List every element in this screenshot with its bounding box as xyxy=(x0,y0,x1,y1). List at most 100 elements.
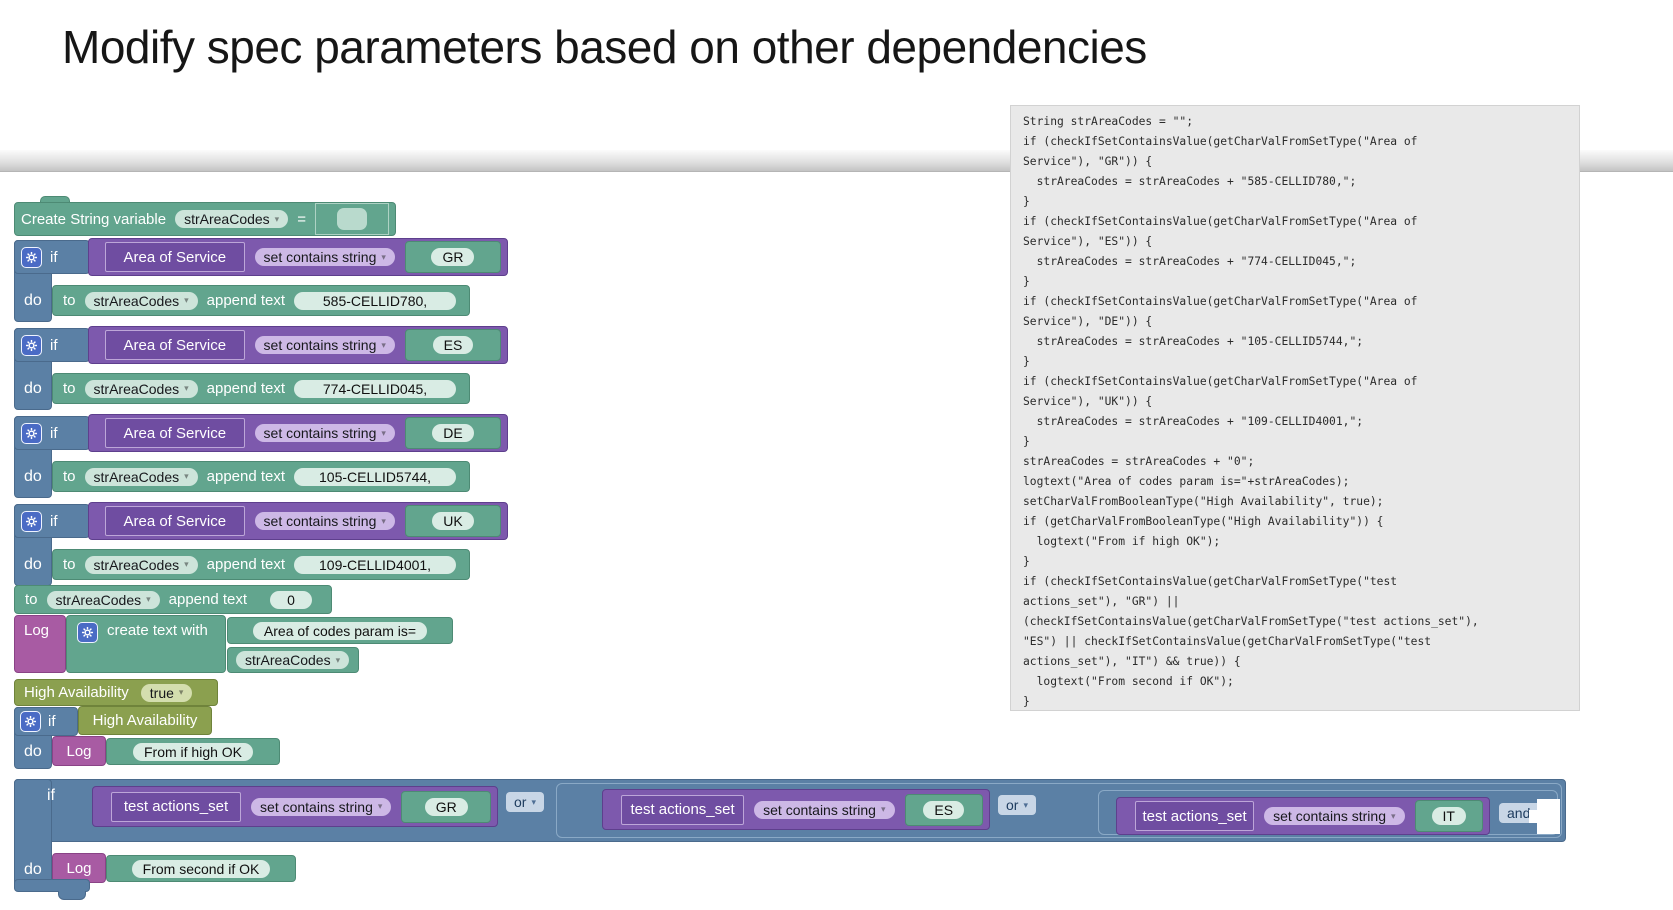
text-value-block[interactable]: From if high OK xyxy=(106,738,280,765)
empty-value-socket[interactable] xyxy=(314,203,389,235)
do-label: do xyxy=(24,556,42,573)
mutator-gear-icon[interactable] xyxy=(21,510,42,532)
variable-dropdown[interactable]: strAreaCodes ▾ xyxy=(84,291,198,310)
high-availability-getter-block[interactable]: High Availability xyxy=(78,706,212,735)
value-block[interactable]: GR xyxy=(401,790,491,823)
log-block[interactable]: Log xyxy=(52,736,106,766)
append-value-field[interactable]: 109-CELLID4001, xyxy=(294,555,457,574)
do-label: do xyxy=(24,380,42,397)
append-text-statement-block[interactable]: to strAreaCodes ▾ append text 585-CELLID7… xyxy=(52,285,470,316)
log-block[interactable]: Log xyxy=(14,615,66,673)
if-block-spine[interactable] xyxy=(14,779,52,890)
empty-condition-socket[interactable] xyxy=(1529,799,1560,834)
high-availability-setter-block[interactable]: High Availability true ▾ xyxy=(14,679,218,706)
append-value-field[interactable]: 774-CELLID045, xyxy=(294,379,457,398)
set-variable-block[interactable]: Area of Service xyxy=(105,330,245,360)
set-variable-block[interactable]: Area of Service xyxy=(105,506,245,536)
to-label: to xyxy=(63,292,76,309)
operator-dropdown[interactable]: set contains string ▾ xyxy=(254,336,395,354)
if-block-header[interactable]: if xyxy=(14,416,90,450)
operator-dropdown[interactable]: set contains string ▾ xyxy=(251,797,392,816)
equals-label: = xyxy=(297,210,306,228)
set-variable-block[interactable]: test actions_set xyxy=(621,794,745,825)
append-text-statement-block[interactable]: to strAreaCodes ▾ append text 109-CELLID4… xyxy=(52,549,470,580)
mutator-gear-icon[interactable] xyxy=(21,334,42,356)
value-block[interactable]: ES xyxy=(904,793,983,826)
variable-dropdown[interactable]: strAreaCodes ▾ xyxy=(46,590,160,609)
text-field[interactable]: From second if OK xyxy=(131,859,271,878)
mutator-gear-icon[interactable] xyxy=(77,622,98,643)
operator-dropdown[interactable]: set contains string ▾ xyxy=(1264,807,1405,825)
logic-joiner-dropdown[interactable]: or ▾ xyxy=(506,792,544,812)
operator-dropdown[interactable]: set contains string ▾ xyxy=(254,512,395,530)
text-value-block[interactable]: From second if OK xyxy=(106,855,296,882)
logic-joiner-dropdown[interactable]: or ▾ xyxy=(998,795,1036,815)
variable-dropdown[interactable]: strAreaCodes ▾ xyxy=(175,210,289,228)
set-variable-block[interactable]: Area of Service xyxy=(105,242,245,272)
value-text-field[interactable]: UK xyxy=(432,512,474,530)
append-text-statement-block[interactable]: to strAreaCodes ▾ append text 105-CELLID5… xyxy=(52,461,470,492)
chevron-down-icon: ▾ xyxy=(184,471,189,481)
variable-dropdown[interactable]: strAreaCodes ▾ xyxy=(84,467,198,486)
append-text-statement-block[interactable]: to strAreaCodes ▾ append text 774-CELLID0… xyxy=(52,373,470,404)
log-block[interactable]: Log xyxy=(52,853,106,883)
if-block-header[interactable]: if xyxy=(14,328,90,362)
log-label: Log xyxy=(24,622,50,639)
value-text-field[interactable]: GR xyxy=(424,797,468,816)
value-block[interactable]: UK xyxy=(404,505,501,537)
text-field[interactable]: From if high OK xyxy=(132,742,254,761)
set-variable-block[interactable]: Area of Service xyxy=(105,418,245,448)
if-block-header[interactable]: if xyxy=(14,504,90,538)
append-value-field[interactable]: 585-CELLID780, xyxy=(294,291,457,310)
value-text-field[interactable]: DE xyxy=(432,424,474,442)
if-label: if xyxy=(50,336,58,354)
do-label: do xyxy=(24,743,42,760)
set-contains-condition-block[interactable]: Area of Service set contains string ▾ ES xyxy=(88,326,508,364)
operator-dropdown[interactable]: set contains string ▾ xyxy=(754,800,895,819)
value-block[interactable]: DE xyxy=(404,417,501,449)
value-block[interactable]: IT xyxy=(1414,800,1483,832)
do-label: do xyxy=(24,861,42,878)
variable-dropdown[interactable]: strAreaCodes ▾ xyxy=(84,379,198,398)
value-text-field[interactable]: IT xyxy=(1431,807,1466,825)
value-block[interactable]: ES xyxy=(404,329,501,361)
set-variable-block[interactable]: test actions_set xyxy=(111,791,242,822)
value-text-field[interactable]: GR xyxy=(431,248,475,266)
append-value-field[interactable]: 105-CELLID5744, xyxy=(294,467,457,486)
create-string-variable-block[interactable]: Create String variable strAreaCodes ▾ = xyxy=(14,202,396,236)
set-contains-condition-block[interactable]: Area of Service set contains string ▾ GR xyxy=(88,238,508,276)
operator-dropdown[interactable]: set contains string ▾ xyxy=(254,424,395,442)
chevron-down-icon: ▾ xyxy=(377,801,383,811)
operator-dropdown[interactable]: set contains string ▾ xyxy=(254,248,395,266)
if-block-header[interactable]: if xyxy=(14,240,90,274)
if-block-footer[interactable] xyxy=(14,879,90,892)
boolean-dropdown[interactable]: true ▾ xyxy=(140,683,193,702)
to-label: to xyxy=(63,380,76,397)
set-contains-condition-block[interactable]: test actions_set set contains string ▾ IT xyxy=(1116,797,1490,835)
value-text-field[interactable]: ES xyxy=(923,800,965,819)
high-availability-label: High Availability xyxy=(24,684,129,701)
append-value-field[interactable]: 0 xyxy=(270,590,313,609)
text-field[interactable]: Area of codes param is= xyxy=(252,621,428,640)
variable-dropdown[interactable]: strAreaCodes ▾ xyxy=(84,555,198,574)
if-block-header[interactable]: if xyxy=(14,707,78,736)
mutator-gear-icon[interactable] xyxy=(21,246,42,268)
text-value-block[interactable]: Area of codes param is= xyxy=(227,617,453,644)
value-text-field[interactable]: ES xyxy=(432,336,474,354)
append-text-label: append text xyxy=(206,292,286,309)
mutator-gear-icon[interactable] xyxy=(21,422,42,444)
if-label: if xyxy=(47,787,55,804)
create-text-with-block[interactable]: create text with xyxy=(66,615,226,673)
set-contains-condition-block[interactable]: Area of Service set contains string ▾ DE xyxy=(88,414,508,452)
value-block[interactable]: GR xyxy=(404,241,501,273)
set-contains-condition-block[interactable]: test actions_set set contains string ▾ ES xyxy=(602,789,990,830)
variable-dropdown[interactable]: strAreaCodes ▾ xyxy=(236,651,350,669)
set-contains-condition-block[interactable]: Area of Service set contains string ▾ UK xyxy=(88,502,508,540)
append-zero-block[interactable]: to strAreaCodes ▾ append text 0 xyxy=(14,585,332,614)
chevron-down-icon: ▾ xyxy=(1023,799,1028,810)
set-contains-condition-block[interactable]: test actions_set set contains string ▾ GR xyxy=(92,786,498,827)
mutator-gear-icon[interactable] xyxy=(20,711,41,732)
variable-value-block[interactable]: strAreaCodes ▾ xyxy=(227,647,359,673)
set-variable-block[interactable]: test actions_set xyxy=(1135,801,1255,831)
